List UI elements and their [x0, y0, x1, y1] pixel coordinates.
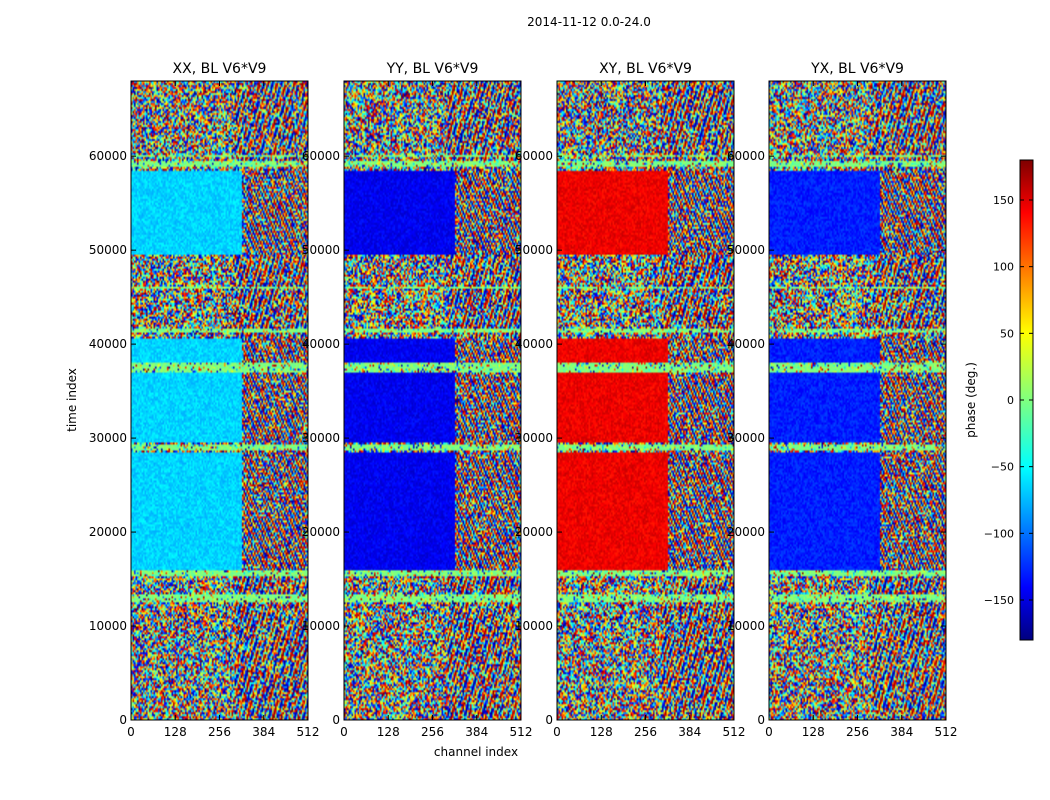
x-tick-label: 384	[890, 725, 913, 739]
y-tick-label: 50000	[89, 243, 127, 257]
colorbar-tick-label: −150	[984, 594, 1014, 607]
y-tick-label: 60000	[302, 149, 340, 163]
y-tick-label: 60000	[727, 149, 765, 163]
x-tick-label: 128	[802, 725, 825, 739]
colorbar-tick-label: 100	[993, 261, 1014, 274]
x-tick-label: 0	[340, 725, 348, 739]
y-axis-label: time index	[65, 368, 79, 432]
y-tick-label: 20000	[302, 525, 340, 539]
y-tick-label: 20000	[515, 525, 553, 539]
y-tick-label: 0	[119, 713, 127, 727]
x-tick-label: 256	[208, 725, 231, 739]
x-tick-label: 384	[678, 725, 701, 739]
colorbar-tick-label: −50	[991, 461, 1014, 474]
y-tick-label: 0	[332, 713, 340, 727]
x-tick-label: 256	[846, 725, 869, 739]
y-tick-label: 40000	[727, 337, 765, 351]
y-tick-label: 0	[757, 713, 765, 727]
colorbar-tick-label: 50	[1000, 327, 1014, 340]
y-tick-label: 50000	[302, 243, 340, 257]
y-tick-label: 60000	[515, 149, 553, 163]
panel-0-title: XX, BL V6*V9	[173, 61, 267, 77]
y-tick-label: 60000	[89, 149, 127, 163]
panel-3-title: YX, BL V6*V9	[810, 61, 904, 77]
x-tick-label: 0	[553, 725, 561, 739]
colorbar-tick-label: 150	[993, 194, 1014, 207]
panel-2-image	[557, 81, 734, 720]
panel-2-title: XY, BL V6*V9	[599, 61, 692, 77]
y-tick-label: 20000	[727, 525, 765, 539]
y-tick-label: 50000	[727, 243, 765, 257]
x-tick-label: 256	[634, 725, 657, 739]
panel-3: YX, BL V6*V9 0 128 256 384 512 0 10000 20000 3000…	[727, 61, 958, 739]
x-tick-label: 512	[297, 725, 320, 739]
x-tick-label: 256	[421, 725, 444, 739]
x-tick-label: 384	[465, 725, 488, 739]
panel-2: XY, BL V6*V9 0 128 256 384 512 0 10000 20000 3000…	[515, 61, 746, 739]
x-tick-label: 0	[765, 725, 773, 739]
y-tick-label: 10000	[727, 619, 765, 633]
colorbar: phase (deg.) −150 −100 −50 0 50 100 150	[964, 159, 1034, 641]
colorbar-tick-label: 0	[1007, 394, 1014, 407]
y-tick-label: 10000	[89, 619, 127, 633]
y-tick-label: 10000	[515, 619, 553, 633]
y-tick-label: 30000	[515, 431, 553, 445]
x-tick-label: 0	[127, 725, 135, 739]
panel-1-image	[344, 81, 521, 720]
y-tick-label: 50000	[515, 243, 553, 257]
y-tick-label: 30000	[89, 431, 127, 445]
x-tick-label: 512	[723, 725, 746, 739]
x-tick-label: 512	[935, 725, 958, 739]
x-tick-label: 128	[164, 725, 187, 739]
y-tick-label: 10000	[302, 619, 340, 633]
y-tick-label: 40000	[515, 337, 553, 351]
panel-0-image	[131, 81, 308, 720]
x-tick-label: 128	[590, 725, 613, 739]
y-tick-label: 0	[545, 713, 553, 727]
y-tick-label: 30000	[727, 431, 765, 445]
x-axis-label: channel index	[434, 745, 518, 759]
panel-0: XX, BL V6*V9 0 128 256 384 512 0 10000 20000 3000…	[89, 61, 320, 739]
panel-1-title: YY, BL V6*V9	[386, 61, 479, 77]
y-tick-label: 40000	[89, 337, 127, 351]
colorbar-tick-label: −100	[984, 527, 1014, 540]
x-tick-label: 384	[252, 725, 275, 739]
y-tick-label: 20000	[89, 525, 127, 539]
panel-1: YY, BL V6*V9 0 128 256 384 512 0 10000 20000 3000…	[302, 61, 533, 739]
y-tick-label: 40000	[302, 337, 340, 351]
panel-3-image	[769, 81, 946, 720]
x-tick-label: 512	[510, 725, 533, 739]
panels-group: XX, BL V6*V9 0 128 256 384 512 0 10000 20000 3000…	[89, 61, 958, 739]
figure-suptitle: 2014-11-12 0.0-24.0	[527, 15, 651, 29]
x-tick-label: 128	[377, 725, 400, 739]
y-tick-label: 30000	[302, 431, 340, 445]
colorbar-label: phase (deg.)	[964, 362, 978, 438]
